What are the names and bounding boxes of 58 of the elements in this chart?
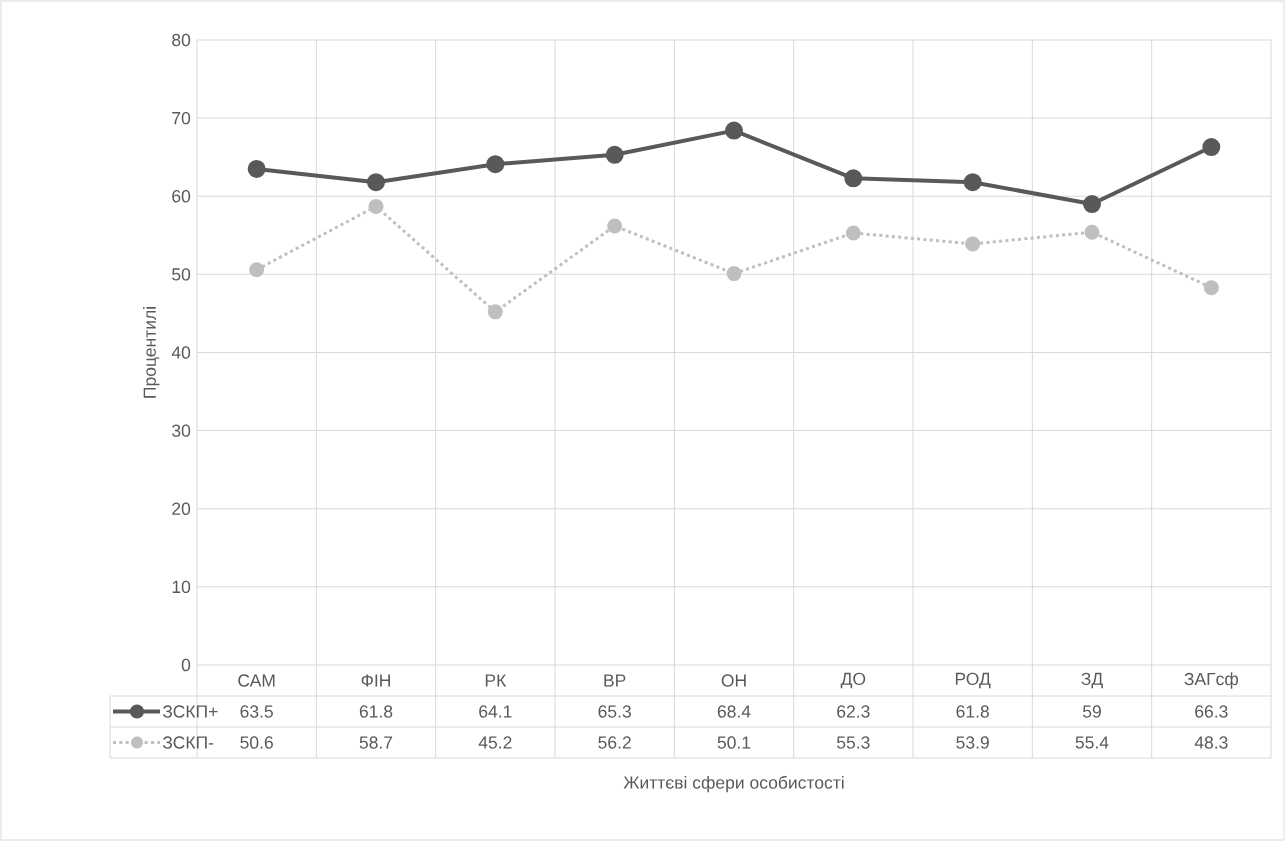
x-axis-title: Життєві сфери особистості	[623, 775, 844, 793]
point	[965, 236, 981, 252]
data-label: 50.1	[717, 736, 751, 749]
point	[607, 218, 623, 234]
point	[844, 169, 863, 188]
point	[249, 262, 265, 278]
x-tick-label: ОН	[721, 674, 746, 687]
data-label: 53.9	[956, 736, 989, 749]
point	[487, 304, 503, 320]
legend-label: ЗСКП+	[162, 705, 218, 718]
y-tick-label: 50	[172, 268, 191, 281]
data-label: 68.4	[717, 705, 751, 718]
x-tick-label: ДО	[840, 672, 866, 689]
data-label: 45.2	[478, 736, 512, 749]
x-tick-label: РК	[485, 674, 507, 687]
point	[1203, 280, 1219, 296]
y-tick-label: 30	[172, 424, 191, 437]
point	[368, 198, 384, 214]
point	[247, 159, 266, 178]
y-tick-label: 10	[172, 580, 191, 594]
data-label: 58.7	[359, 736, 393, 749]
data-label: 48.3	[1194, 736, 1228, 749]
y-tick-label: 20	[172, 502, 191, 515]
legend-label: ЗСКП-	[162, 736, 214, 749]
point	[963, 173, 982, 192]
y-tick-label: 70	[172, 111, 191, 125]
point	[725, 121, 743, 140]
point	[1202, 138, 1221, 157]
x-tick-label: САМ	[238, 674, 275, 687]
data-label: 66.3	[1195, 705, 1228, 718]
x-tick-label: РОД	[955, 672, 991, 689]
point	[726, 266, 742, 282]
y-tick-label: 60	[172, 190, 191, 203]
data-label: 64.1	[479, 705, 512, 718]
y-axis-title: Процентилі	[143, 307, 160, 398]
point	[1084, 224, 1100, 240]
data-label: 61.8	[359, 705, 393, 718]
point	[845, 225, 861, 241]
x-tick-label: ЗД	[1081, 672, 1103, 689]
point	[486, 155, 505, 174]
x-tick-label: ВР	[604, 674, 626, 687]
point	[1083, 195, 1101, 214]
data-label: 50.6	[240, 736, 273, 749]
x-tick-label: ЗАГсф	[1184, 672, 1239, 689]
data-label: 55.3	[837, 736, 870, 749]
y-tick-label: 0	[181, 658, 191, 672]
y-tick-label: 80	[172, 33, 191, 47]
point	[605, 145, 624, 164]
data-label: 56.2	[598, 736, 631, 749]
data-label: 63.5	[240, 705, 273, 718]
data-label: 65.3	[598, 705, 631, 718]
y-tick-label: 40	[171, 346, 191, 359]
data-label: 59	[1082, 705, 1101, 718]
data-label: 55.4	[1075, 736, 1109, 749]
x-tick-label: ФІН	[361, 674, 390, 687]
point	[366, 173, 385, 192]
data-label: 62.3	[837, 705, 870, 718]
data-label: 61.8	[956, 705, 989, 718]
